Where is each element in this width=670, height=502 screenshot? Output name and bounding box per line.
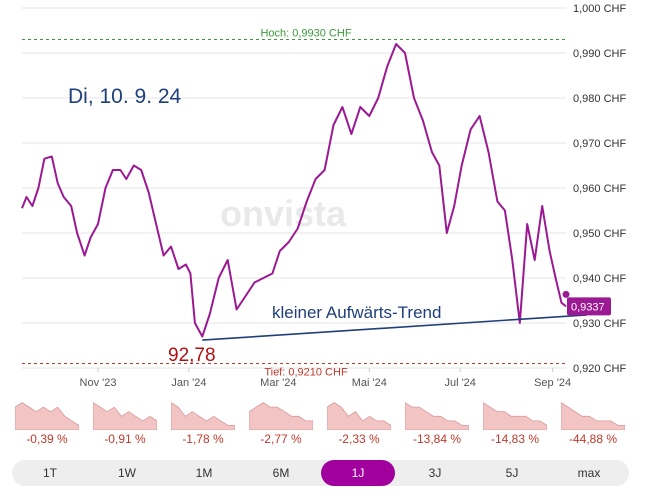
sparkline-area	[483, 402, 547, 430]
range-selector: 1T 1W 1M 6M 1J 3J 5J max	[12, 460, 629, 486]
y-tick-label: 0,930 CHF	[573, 318, 626, 330]
performance-sparkline: -0,39 %	[15, 396, 79, 448]
range-button-1t[interactable]: 1T	[42, 466, 57, 480]
last-price-label: 0,9337	[571, 301, 605, 313]
performance-sparkline: -13,84 %	[405, 396, 469, 448]
y-tick-label: 0,920 CHF	[573, 363, 626, 375]
range-button-1m[interactable]: 1M	[195, 466, 213, 480]
range-button-6m[interactable]: 6M	[272, 466, 290, 480]
x-tick-label: Jul '24	[444, 377, 475, 389]
performance-label: -14,83 %	[490, 432, 540, 446]
sparkline-area	[93, 402, 157, 430]
x-tick-label: Jan '24	[171, 377, 206, 389]
sparkline-area	[561, 402, 625, 430]
low-reference-label: Tief: 0,9210 CHF	[264, 367, 348, 379]
y-tick-label: 0,980 CHF	[573, 93, 626, 105]
performance-label: -0,91 %	[104, 432, 146, 446]
performance-label: -0,39 %	[26, 432, 68, 446]
performance-label: -2,77 %	[260, 432, 302, 446]
sparkline-area	[249, 402, 313, 430]
last-price-dot	[562, 290, 570, 298]
x-tick-label: Nov '23	[80, 377, 117, 389]
x-axis: Nov '23 Jan '24 Mar '24 Mai '24 Jul '24 Sep '…	[80, 368, 571, 389]
range-button-1w[interactable]: 1W	[118, 466, 136, 480]
watermark: onvista	[220, 193, 347, 234]
x-tick-label: Sep '24	[534, 377, 571, 389]
range-button-max[interactable]: max	[577, 466, 601, 480]
low-annotation: 92,78	[168, 345, 216, 366]
sparkline-area	[15, 402, 79, 430]
performance-sparkline: -2,33 %	[327, 396, 391, 448]
y-tick-label: 0,970 CHF	[573, 138, 626, 150]
y-axis: 1,000 CHF 0,990 CHF 0,980 CHF 0,970 CHF 0,96…	[573, 3, 626, 375]
y-tick-label: 0,940 CHF	[573, 273, 626, 285]
performance-sparkline: -14,83 %	[483, 396, 547, 448]
performance-label: -2,33 %	[338, 432, 380, 446]
y-tick-label: 0,960 CHF	[573, 183, 626, 195]
sparkline-area	[405, 402, 469, 430]
sparkline-area	[171, 402, 235, 430]
range-button-5j[interactable]: 5J	[505, 466, 519, 480]
high-reference-label: Hoch: 0,9930 CHF	[260, 28, 351, 40]
price-chart: onvista 1,000 CHF 0,990 CHF 0,980 CHF 0,970…	[21, 3, 626, 389]
performance-label: -13,84 %	[412, 432, 462, 446]
date-annotation: Di, 10. 9. 24	[68, 85, 182, 108]
y-tick-label: 1,000 CHF	[573, 3, 626, 15]
last-price-badge	[567, 297, 611, 316]
performance-sparkline: -1,78 %	[171, 396, 235, 448]
sparkline-area	[327, 402, 391, 430]
range-button-3j[interactable]: 3J	[428, 466, 442, 480]
y-tick-label: 0,950 CHF	[573, 228, 626, 240]
x-tick-label: Mar '24	[260, 377, 296, 389]
trend-annotation: kleiner Aufwärts-Trend	[272, 303, 441, 322]
performance-label: -44,88 %	[568, 432, 618, 446]
performance-row: -0,39 % -0,91 % -1,78 % -2,77 % -2,33 % -13,8…	[15, 396, 635, 448]
performance-label: -1,78 %	[182, 432, 224, 446]
range-button-1j[interactable]: 1J	[321, 460, 395, 486]
performance-sparkline: -44,88 %	[561, 396, 625, 448]
trend-line	[202, 314, 587, 341]
performance-sparkline: -0,91 %	[93, 396, 157, 448]
y-tick-label: 0,990 CHF	[573, 48, 626, 60]
performance-sparkline: -2,77 %	[249, 396, 313, 448]
x-tick-label: Mai '24	[352, 377, 387, 389]
price-series-line	[21, 43, 567, 338]
